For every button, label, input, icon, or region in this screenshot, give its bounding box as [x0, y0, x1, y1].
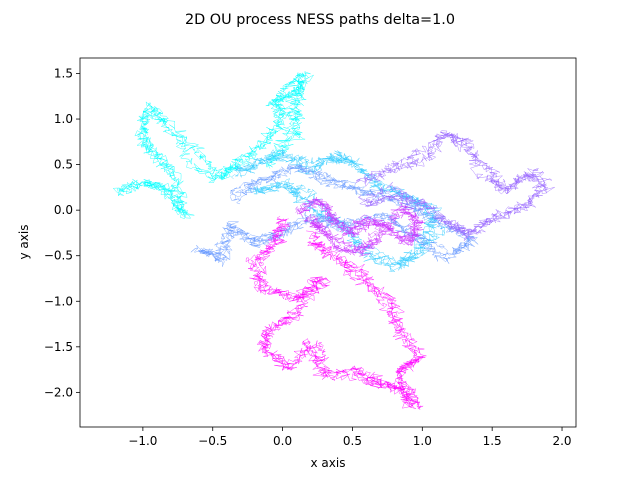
ou-path-line — [245, 216, 424, 410]
ou-path-line — [359, 130, 548, 236]
x-tick-label: 0.5 — [343, 434, 362, 448]
y-tick-label: 0.0 — [54, 203, 73, 217]
y-tick-label: −2.0 — [44, 385, 73, 399]
y-tick-label: 0.5 — [54, 158, 73, 172]
ou-path-line — [112, 80, 307, 216]
ou-path-line — [117, 71, 315, 219]
y-tick-label: 1.5 — [54, 66, 73, 80]
ou-path-line — [255, 218, 427, 409]
y-tick-label: −1.0 — [44, 294, 73, 308]
y-tick-label: 1.0 — [54, 112, 73, 126]
x-tick-label: −1.0 — [128, 434, 157, 448]
ou-path-line — [356, 131, 553, 241]
plot-paths — [112, 71, 555, 410]
x-tick-label: −0.5 — [198, 434, 227, 448]
y-axis: −2.0 −1.5 −1.0 −0.5 0.0 0.5 1.0 1.5 — [44, 66, 80, 399]
ou-path-line — [190, 165, 475, 262]
y-tick-label: −0.5 — [44, 249, 73, 263]
x-tick-label: 2.0 — [552, 434, 571, 448]
ou-path-line — [296, 198, 426, 255]
y-axis-label: y axis — [17, 225, 31, 260]
x-tick-label: 0.0 — [273, 434, 292, 448]
ou-path-line — [194, 164, 479, 267]
ou-path-line — [295, 200, 424, 256]
ou-path-line — [247, 218, 424, 409]
ou-path-line — [199, 163, 478, 263]
chart-title: 2D OU process NESS paths delta=1.0 — [185, 12, 455, 28]
x-tick-label: 1.5 — [483, 434, 502, 448]
x-axis-label: x axis — [311, 456, 346, 470]
ou-path-line — [234, 147, 446, 272]
x-tick-label: 1.0 — [413, 434, 432, 448]
ou-path-line — [355, 132, 555, 238]
x-axis: −1.0 −0.5 0.0 0.5 1.0 1.5 2.0 — [128, 427, 572, 448]
y-tick-label: −1.5 — [44, 340, 73, 354]
plot-frame — [79, 57, 577, 428]
